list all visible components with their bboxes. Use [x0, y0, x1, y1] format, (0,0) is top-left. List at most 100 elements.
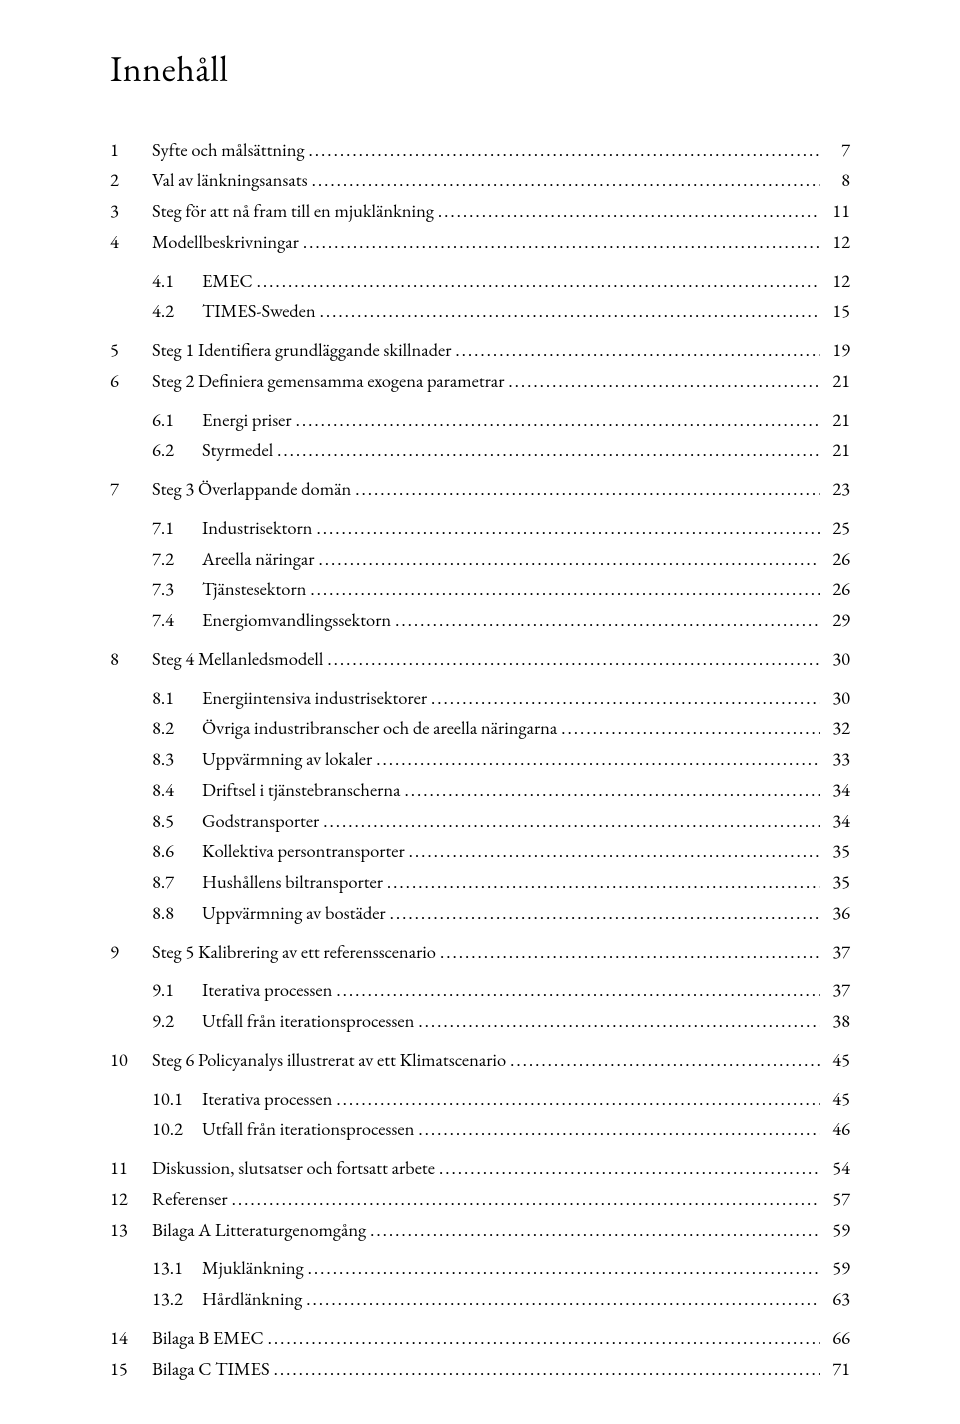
toc-entry-number: 8.5: [152, 807, 202, 835]
toc-entry-page: 54: [824, 1154, 850, 1182]
toc-leader-dots: [257, 267, 820, 295]
toc-entry-page: 38: [824, 1007, 850, 1035]
toc-entry[interactable]: 13Bilaga A Litteraturgenomgång59: [110, 1214, 850, 1245]
toc-leader-dots: [438, 197, 820, 225]
toc-entry-number: 8.2: [152, 714, 202, 742]
toc-leader-dots: [318, 545, 820, 573]
toc-entry-text: Driftsel i tjänstebranscherna: [202, 776, 401, 804]
toc-entry-text: Energiomvandlingssektorn: [202, 606, 391, 634]
toc-subentry[interactable]: 8.2Övriga industribranscher och de areel…: [110, 713, 850, 744]
toc-leader-dots: [306, 1285, 820, 1313]
toc-subentry[interactable]: 8.4Driftsel i tjänstebranscherna34: [110, 774, 850, 805]
toc-entry-page: 33: [824, 745, 850, 773]
toc-leader-dots: [277, 436, 820, 464]
toc-entry-text: Bilaga A Litteraturgenomgång: [152, 1216, 366, 1244]
toc-leader-dots: [296, 406, 820, 434]
toc-entry-text: Energi priser: [202, 406, 292, 434]
toc-gap: [110, 674, 850, 682]
toc-subentry[interactable]: 9.1Iterativa processen37: [110, 975, 850, 1006]
toc-subentry[interactable]: 10.2Utfall från iterationsprocessen46: [110, 1114, 850, 1145]
toc-entry-page: 29: [824, 606, 850, 634]
toc-entry-number: 9: [110, 938, 152, 966]
toc-leader-dots: [395, 606, 820, 634]
toc-entry[interactable]: 11Diskussion, slutsatser och fortsatt ar…: [110, 1153, 850, 1184]
toc-entry-page: 30: [824, 684, 850, 712]
toc-entry[interactable]: 15Bilaga C TIMES71: [110, 1353, 850, 1384]
toc-leader-dots: [336, 1085, 820, 1113]
toc-gap: [110, 327, 850, 335]
toc-entry-page: 37: [824, 976, 850, 1004]
toc-leader-dots: [355, 475, 820, 503]
toc-entry-page: 7: [824, 136, 850, 164]
toc-entry-text: Steg 4 Mellanledsmodell: [152, 645, 323, 673]
toc-gap: [110, 466, 850, 474]
toc-entry-page: 26: [824, 545, 850, 573]
toc-subentry[interactable]: 6.2Styrmedel21: [110, 435, 850, 466]
toc-entry-number: 4.1: [152, 267, 202, 295]
toc-subentry[interactable]: 7.1Industrisektorn25: [110, 512, 850, 543]
toc-subentry[interactable]: 8.6Kollektiva persontransporter35: [110, 836, 850, 867]
toc-leader-dots: [336, 976, 820, 1004]
toc-entry[interactable]: 4Modellbeskrivningar12: [110, 226, 850, 257]
toc-subentry[interactable]: 6.1Energi priser21: [110, 404, 850, 435]
toc-leader-dots: [323, 807, 820, 835]
toc-subentry[interactable]: 9.2Utfall från iterationsprocessen38: [110, 1006, 850, 1037]
toc-gap: [110, 1145, 850, 1153]
toc-leader-dots: [303, 228, 820, 256]
toc-entry[interactable]: 8Steg 4 Mellanledsmodell30: [110, 643, 850, 674]
toc-entry-text: Steg 2 Definiera gemensamma exogena para…: [152, 367, 504, 395]
toc-entry-page: 21: [824, 367, 850, 395]
toc-leader-dots: [418, 1007, 820, 1035]
toc-entry-page: 32: [824, 714, 850, 742]
toc-leader-dots: [320, 297, 820, 325]
toc-entry-number: 12: [110, 1185, 152, 1213]
toc-entry-text: Val av länkningsansats: [152, 166, 308, 194]
toc-entry-number: 3: [110, 197, 152, 225]
toc-subentry[interactable]: 8.8Uppvärmning av bostäder36: [110, 897, 850, 928]
toc-gap: [110, 504, 850, 512]
toc-subentry[interactable]: 8.7Hushållens biltransporter35: [110, 867, 850, 898]
toc-entry[interactable]: 7Steg 3 Överlappande domän23: [110, 474, 850, 505]
toc-entry-number: 7: [110, 475, 152, 503]
toc-leader-dots: [431, 684, 820, 712]
toc-leader-dots: [310, 575, 820, 603]
toc-entry[interactable]: 10Steg 6 Policyanalys illustrerat av ett…: [110, 1044, 850, 1075]
toc-entry[interactable]: 6Steg 2 Definiera gemensamma exogena par…: [110, 365, 850, 396]
toc-entry-page: 8: [824, 166, 850, 194]
toc-entry-number: 4.2: [152, 297, 202, 325]
toc-entry[interactable]: 2Val av länkningsansats8: [110, 165, 850, 196]
toc-entry-number: 8.6: [152, 837, 202, 865]
toc-subentry[interactable]: 8.5Godstransporter34: [110, 805, 850, 836]
toc-subentry[interactable]: 10.1Iterativa processen45: [110, 1083, 850, 1114]
toc-entry-text: Godstransporter: [202, 807, 319, 835]
toc-entry[interactable]: 3Steg för att nå fram till en mjuklänkni…: [110, 196, 850, 227]
toc-entry-page: 36: [824, 899, 850, 927]
toc-subentry[interactable]: 13.2Hårdlänkning63: [110, 1284, 850, 1315]
toc-entry-text: Syfte och målsättning: [152, 136, 305, 164]
toc-list: 1Syfte och målsättning72Val av länknings…: [110, 134, 850, 1384]
toc-subentry[interactable]: 4.1EMEC12: [110, 265, 850, 296]
toc-subentry[interactable]: 7.2Areella näringar26: [110, 543, 850, 574]
toc-subentry[interactable]: 7.3Tjänstesektorn26: [110, 574, 850, 605]
toc-entry-number: 13.2: [152, 1285, 202, 1313]
toc-entry[interactable]: 14Bilaga B EMEC66: [110, 1322, 850, 1353]
toc-entry[interactable]: 1Syfte och målsättning7: [110, 134, 850, 165]
toc-entry[interactable]: 12Referenser57: [110, 1183, 850, 1214]
toc-entry-page: 37: [824, 938, 850, 966]
toc-subentry[interactable]: 8.3Uppvärmning av lokaler33: [110, 744, 850, 775]
toc-subentry[interactable]: 13.1Mjuklänkning59: [110, 1253, 850, 1284]
toc-entry-page: 12: [824, 228, 850, 256]
toc-entry-number: 7.3: [152, 575, 202, 603]
toc-entry-text: Styrmedel: [202, 436, 273, 464]
toc-leader-dots: [455, 336, 820, 364]
toc-subentry[interactable]: 8.1Energiintensiva industrisektorer30: [110, 682, 850, 713]
toc-entry[interactable]: 5Steg 1 Identifiera grundläggande skilln…: [110, 335, 850, 366]
toc-subentry[interactable]: 4.2TIMES-Sweden15: [110, 296, 850, 327]
toc-subentry[interactable]: 7.4Energiomvandlingssektorn29: [110, 605, 850, 636]
toc-leader-dots: [439, 1154, 820, 1182]
toc-leader-dots: [309, 136, 820, 164]
toc-entry[interactable]: 9Steg 5 Kalibrering av ett referensscena…: [110, 936, 850, 967]
toc-leader-dots: [327, 645, 820, 673]
toc-entry-number: 8.1: [152, 684, 202, 712]
toc-entry-page: 35: [824, 868, 850, 896]
